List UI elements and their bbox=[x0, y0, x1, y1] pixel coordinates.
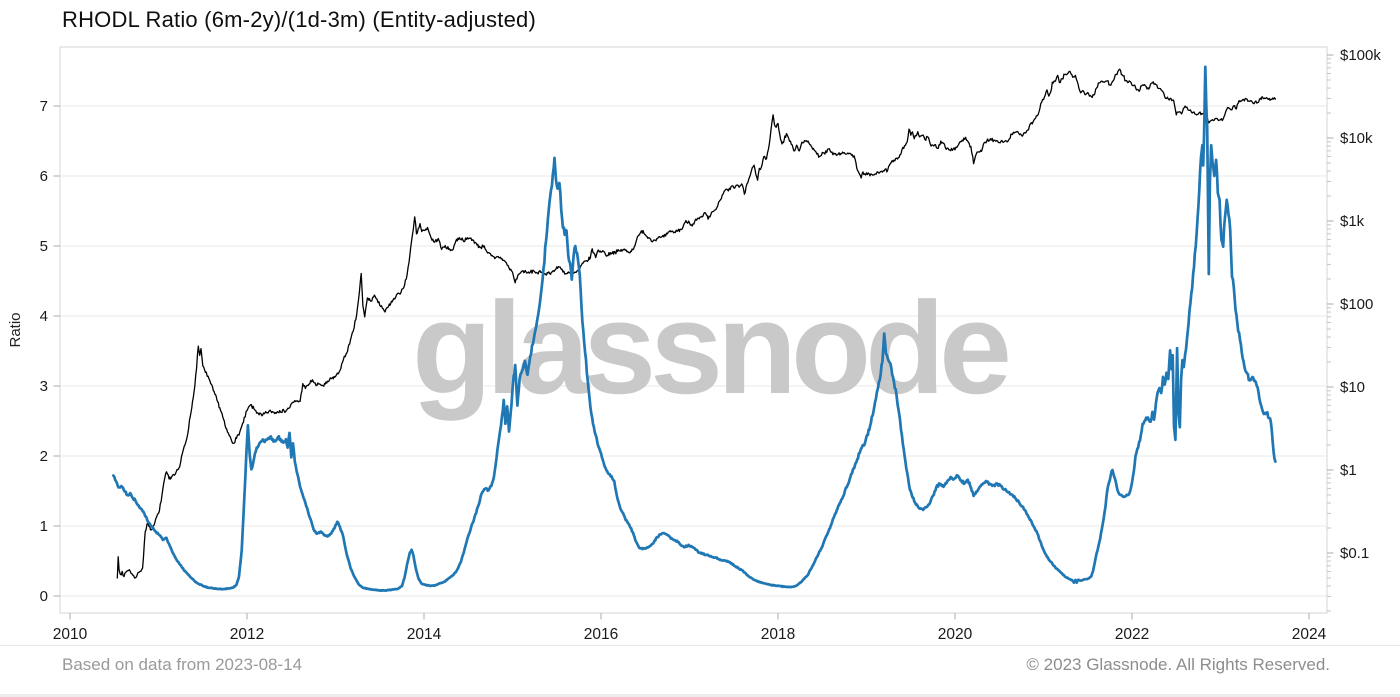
plot-border bbox=[59, 46, 1328, 614]
x-axis-tick-label: 2010 bbox=[53, 626, 88, 643]
left-axis-tick-label: 3 bbox=[40, 378, 48, 395]
right-axis-tick-label: $10k bbox=[1340, 130, 1373, 147]
x-axis-tick-label: 2012 bbox=[230, 626, 264, 643]
right-axis-tick-label: $100k bbox=[1340, 47, 1381, 64]
x-axis-tick-label: 2020 bbox=[938, 626, 973, 643]
left-axis-title: Ratio bbox=[7, 312, 24, 347]
x-axis-tick-label: 2016 bbox=[584, 626, 618, 643]
right-axis-tick-label: $0.1 bbox=[1340, 545, 1369, 562]
glassnode-watermark: glassnode bbox=[412, 274, 1008, 421]
right-axis-tick-label: $1 bbox=[1340, 462, 1357, 479]
x-axis-tick-label: 2024 bbox=[1292, 626, 1327, 643]
left-axis-tick-label: 2 bbox=[40, 448, 48, 465]
x-axis-tick-label: 2018 bbox=[761, 626, 795, 643]
data-source-note: Based on data from 2023-08-14 bbox=[62, 655, 303, 674]
rhodl-line bbox=[112, 65, 1277, 593]
price-line bbox=[116, 68, 1277, 579]
x-axis-tick-label: 2022 bbox=[1115, 626, 1149, 643]
left-axis-tick-label: 5 bbox=[40, 238, 48, 255]
page-title: RHODL Ratio (6m-2y)/(1d-3m) (Entity-adju… bbox=[62, 7, 536, 32]
chart-canvas: glassnode 0 1 2 3 4 5 6 7 Ratio $100k $10k $1k $100 $… bbox=[7, 46, 1381, 643]
right-axis-tick-label: $100 bbox=[1340, 296, 1373, 313]
x-axis-tick-label: 2014 bbox=[407, 626, 442, 643]
footer-divider bbox=[0, 645, 1400, 646]
left-axis-tick-label: 1 bbox=[40, 518, 48, 535]
left-axis-tick-label: 6 bbox=[40, 168, 48, 185]
gridlines bbox=[59, 46, 1328, 614]
left-axis-tick-label: 4 bbox=[40, 308, 48, 325]
bottom-edge bbox=[0, 694, 1400, 697]
chart-series bbox=[112, 65, 1277, 593]
left-axis-tick-label: 7 bbox=[40, 98, 48, 115]
left-axis-tick-label: 0 bbox=[40, 588, 48, 605]
right-axis-tick-label: $1k bbox=[1340, 213, 1365, 230]
axes: 0 1 2 3 4 5 6 7 Ratio $100k $10k $1k $100 $10 $1 $0.1 20… bbox=[7, 47, 1381, 643]
copyright-note: © 2023 Glassnode. All Rights Reserved. bbox=[1026, 655, 1330, 674]
right-axis-tick-label: $10 bbox=[1340, 379, 1365, 396]
